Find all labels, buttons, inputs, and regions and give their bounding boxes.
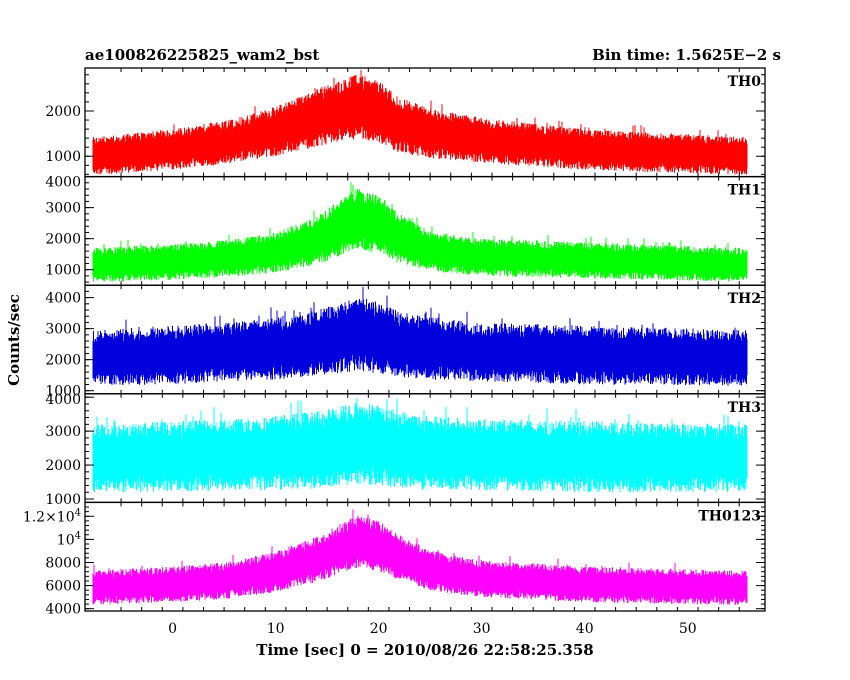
x-tick-label: 10 [267,621,285,637]
y-tick-label: 1000 [45,492,81,508]
y-tick-label: 1000 [45,384,81,400]
panel-label-th0: TH0 [728,74,762,90]
y-tick-label: 2000 [45,232,81,248]
y-tick-label: 1000 [45,149,81,165]
panel-label-th1: TH1 [728,183,761,199]
x-tick-label: 50 [679,621,697,637]
panel-th2: 1000 2000 3000 4000 TH2 [45,284,766,400]
x-axis-label: Time [sec] 0 = 2010/08/26 22:58:25.358 [256,641,593,659]
panel-th3: 1000 2000 3000 4000 TH3 [45,392,766,508]
y-axis-label: Counts/sec [5,294,23,386]
bin-time-label: Bin time: 1.5625E−2 s [592,46,781,64]
y-tick-label: 2000 [45,104,81,120]
y-tick-label: 1000 [45,263,81,279]
y-tick-label: 3000 [45,201,81,217]
y-tick-label: 4000 [45,291,81,307]
panel-label-th3: TH3 [728,400,761,416]
series-th0123 [92,509,748,605]
y-tick-label: 3000 [45,424,81,440]
y-tick-label: 2000 [45,458,81,474]
y-tick-label: 104 [57,530,81,548]
y-tick-label: 2000 [45,353,81,369]
y-tick-label: 4000 [45,392,81,408]
y-tick-label: 3000 [45,322,81,338]
y-tick-label: 4000 [45,175,81,191]
panel-label-th0123: TH0123 [698,508,761,524]
panel-label-th2: TH2 [728,291,761,307]
x-tick-label: 40 [576,621,594,637]
panel-frame [84,501,766,612]
y-tick-label: 6000 [45,579,81,595]
y-tick-label: 4000 [45,602,81,618]
chart-title: ae100826225825_wam2_bst [85,46,319,64]
x-tick-label: 30 [473,621,491,637]
x-axis: 0 10 20 30 40 50 [168,621,697,637]
x-tick-label: 0 [168,621,177,637]
series-th3 [92,398,748,493]
series-th1 [92,182,748,282]
panel-th0: 1000 2000 TH0 [45,67,766,178]
y-tick-label: 1.2×104 [23,507,81,525]
x-tick-label: 20 [370,621,388,637]
panels-group: 1000 2000 TH0 1000 2000 3000 4000 TH1 1000 2000 30… [23,67,766,618]
series-th0 [92,70,748,175]
panel-th1: 1000 2000 3000 4000 TH1 [45,175,766,286]
y-tick-label: 8000 [45,555,81,571]
panel-th0123: 4000 6000 8000 104 1.2×104 TH0123 [23,501,766,618]
series-th2 [92,286,748,386]
